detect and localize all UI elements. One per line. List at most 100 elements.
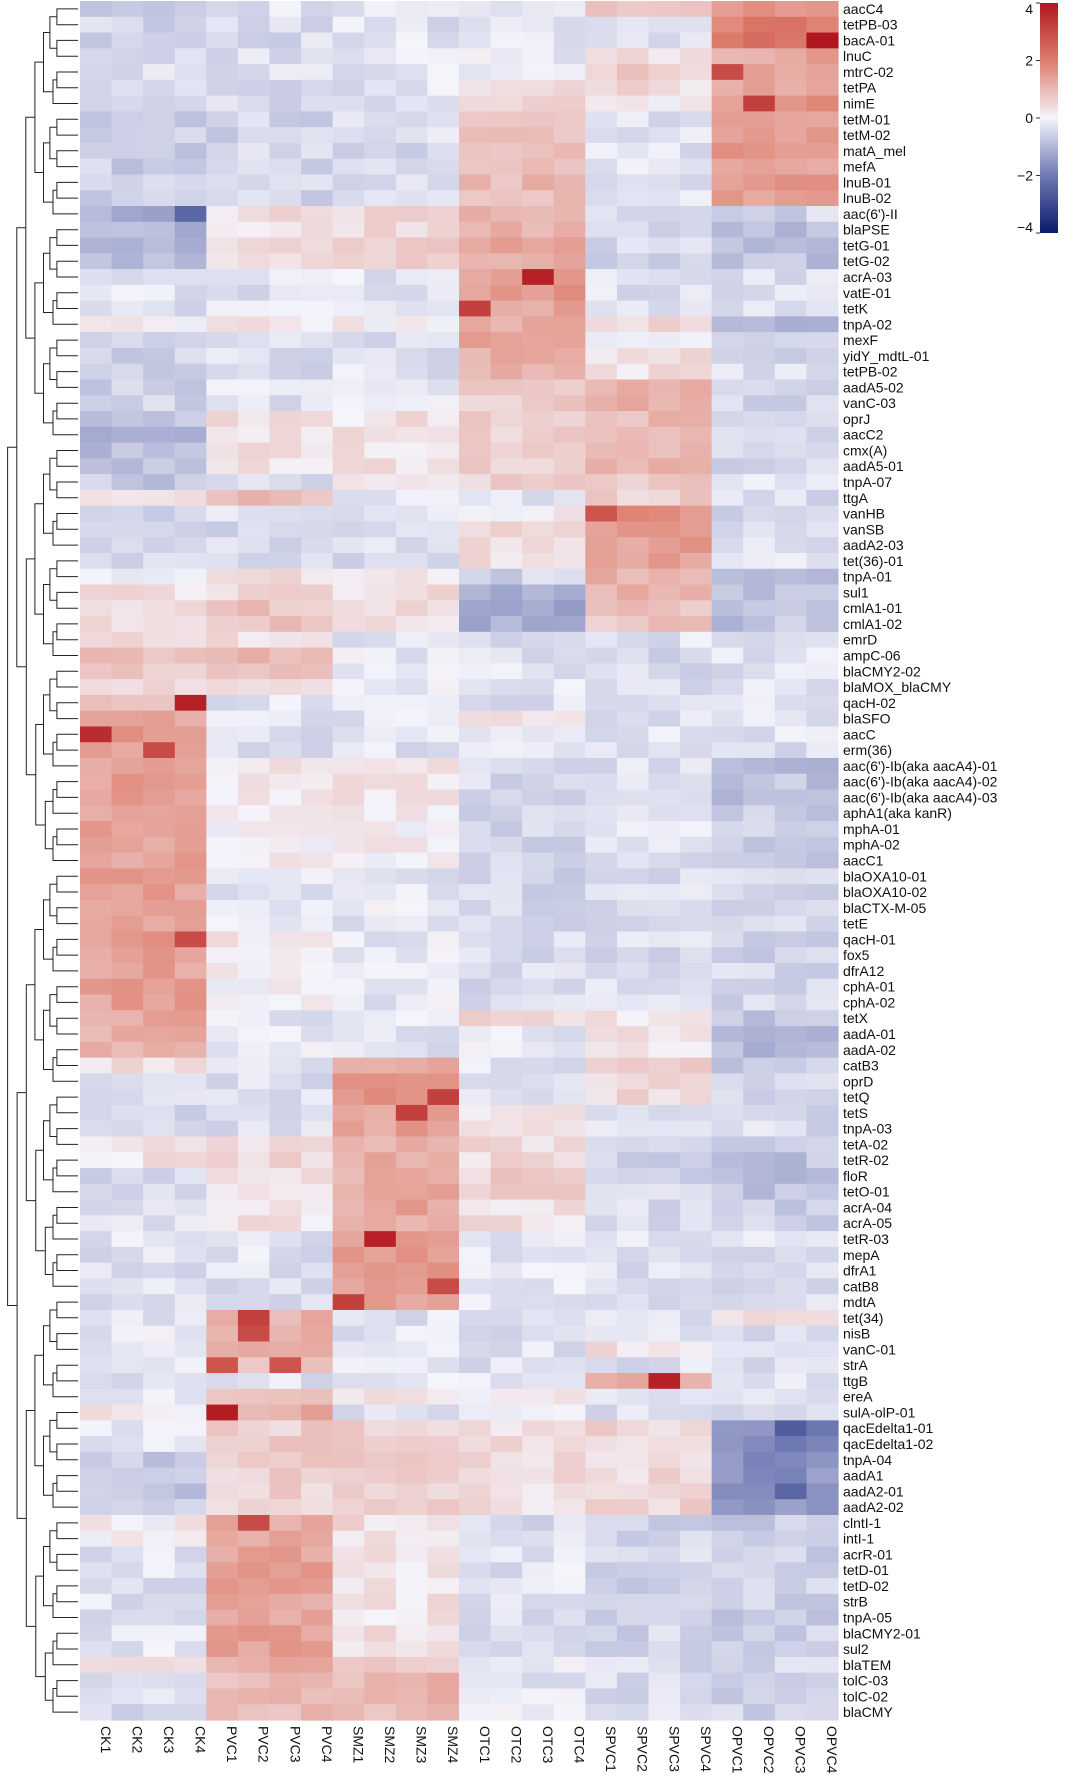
heatmap-cell <box>237 1404 271 1421</box>
heatmap-cell <box>743 190 776 207</box>
heatmap-cell <box>774 1104 808 1122</box>
heatmap-cell <box>774 1341 808 1358</box>
heatmap-cell <box>680 174 713 191</box>
heatmap-cell <box>111 269 144 286</box>
heatmap-cell <box>680 868 713 885</box>
dendrogram-branch <box>56 481 78 499</box>
heatmap-cell <box>143 1593 176 1611</box>
heatmap-cell <box>459 1152 492 1169</box>
heatmap-cell <box>332 805 365 822</box>
heatmap-cell <box>522 1199 555 1216</box>
heatmap-cell <box>332 899 365 917</box>
heatmap-cell <box>174 16 207 34</box>
heatmap-cell <box>459 127 492 144</box>
heatmap-cell <box>332 1120 365 1138</box>
gene-label: acrA-05 <box>843 1215 892 1231</box>
heatmap-cell <box>395 1593 429 1611</box>
heatmap-cell <box>269 710 302 728</box>
heatmap-cell <box>364 836 397 854</box>
heatmap-cell <box>364 710 397 728</box>
heatmap-cell <box>522 663 555 680</box>
heatmap-cell <box>174 1294 207 1311</box>
heatmap-cell <box>648 679 681 696</box>
heatmap-cell <box>237 411 271 428</box>
heatmap-cell <box>490 1104 523 1122</box>
heatmap-cell <box>648 1010 681 1027</box>
heatmap-cell <box>711 505 744 523</box>
heatmap-cell <box>206 852 239 869</box>
heatmap-cell <box>80 1373 113 1390</box>
heatmap-cell <box>427 1514 460 1532</box>
gene-label: tnpA-02 <box>843 316 892 332</box>
heatmap-cell <box>174 1231 207 1248</box>
heatmap-cell <box>522 1593 555 1611</box>
heatmap-cell <box>206 1041 239 1059</box>
heatmap-cell <box>364 158 397 176</box>
heatmap-cell <box>143 363 176 381</box>
heatmap-cell <box>711 663 744 680</box>
heatmap-cell <box>206 474 239 491</box>
heatmap-cell <box>774 1010 808 1027</box>
heatmap-cell <box>364 1373 397 1390</box>
heatmap-cell <box>806 1294 839 1311</box>
heatmap-cell <box>395 1499 429 1516</box>
dendrogram-branch <box>56 1443 78 1461</box>
heatmap-cell <box>711 442 744 459</box>
heatmap-cell <box>585 616 618 633</box>
heatmap-cell <box>490 442 523 459</box>
heatmap-cell <box>237 474 271 491</box>
dendrogram-branch <box>16 227 27 668</box>
heatmap-cell <box>143 821 176 838</box>
heatmap-cell <box>585 237 618 254</box>
heatmap-cell <box>522 48 555 65</box>
heatmap-cell <box>111 1420 144 1437</box>
heatmap-cell <box>490 505 523 523</box>
heatmap-cell <box>143 773 176 791</box>
heatmap-cell <box>774 568 808 586</box>
heatmap-cell <box>174 994 207 1011</box>
heatmap-cell <box>427 1467 460 1485</box>
heatmap-cell <box>522 253 555 270</box>
heatmap-cell <box>332 963 365 980</box>
heatmap-cell <box>585 1309 618 1327</box>
heatmap-cell <box>553 789 586 806</box>
heatmap-cell <box>80 789 113 806</box>
heatmap-cell <box>237 1104 271 1122</box>
heatmap-cell <box>711 757 744 775</box>
heatmap-cell <box>680 32 713 49</box>
heatmap-cell <box>616 884 650 901</box>
heatmap-cell <box>301 742 334 759</box>
heatmap-cell <box>395 884 429 901</box>
heatmap-cell <box>427 1120 460 1138</box>
heatmap-cell <box>269 174 302 191</box>
heatmap-cell <box>680 363 713 381</box>
heatmap-cell <box>427 442 460 459</box>
heatmap-cell <box>490 742 523 759</box>
gene-label: qacEdelta1-01 <box>843 1420 934 1436</box>
heatmap-cell <box>490 852 523 869</box>
heatmap-cell <box>648 852 681 869</box>
heatmap-cell <box>711 616 744 633</box>
heatmap-cell <box>143 237 176 254</box>
heatmap-cell <box>111 300 144 318</box>
gene-label: dfrA1 <box>843 1263 877 1279</box>
heatmap-cell <box>522 411 555 428</box>
heatmap-cell <box>806 79 839 97</box>
heatmap-cell <box>174 1483 207 1500</box>
gene-label: tet(34) <box>843 1310 883 1326</box>
heatmap-cell <box>427 1309 460 1327</box>
heatmap-cell <box>459 1073 492 1090</box>
heatmap-cell <box>364 489 397 507</box>
heatmap-cell <box>774 1420 808 1437</box>
heatmap-cell <box>616 1120 650 1138</box>
heatmap-cell <box>774 978 808 996</box>
heatmap-cell <box>711 1483 744 1500</box>
heatmap-cells <box>80 1 839 1721</box>
heatmap-cell <box>616 1309 650 1327</box>
heatmap-cell <box>301 1641 334 1658</box>
heatmap-cell <box>743 142 776 160</box>
heatmap-cell <box>553 64 586 81</box>
heatmap-cell <box>143 994 176 1011</box>
heatmap-cell <box>269 79 302 97</box>
heatmap-cell <box>522 931 555 948</box>
